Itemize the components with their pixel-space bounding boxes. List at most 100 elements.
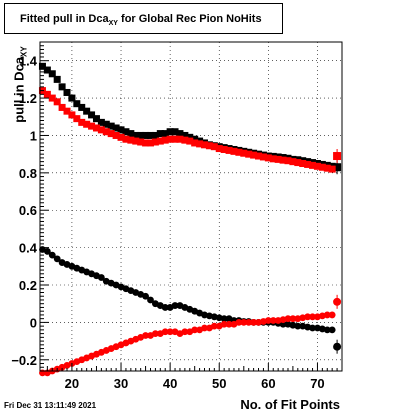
data-point [259, 153, 267, 161]
data-point [146, 139, 154, 147]
x-axis-title: No. of Fit Points [240, 397, 340, 412]
data-point [323, 311, 331, 319]
data-point [255, 152, 263, 160]
data-point [161, 130, 169, 138]
data-point [250, 318, 258, 326]
data-point [176, 135, 184, 143]
data-point [284, 315, 292, 323]
axes-ticks: 20 30 40 50 60 70 −0.2 0 0.2 0.4 0.6 0.8 1 1.2 1.4 [11, 45, 338, 391]
data-point [142, 139, 150, 147]
data-point [323, 164, 331, 172]
series-3 [39, 294, 342, 377]
data-point [73, 115, 81, 123]
data-point [215, 145, 223, 153]
y-tick-label: 0.2 [19, 278, 37, 293]
data-point [142, 292, 149, 300]
data-point [279, 156, 287, 164]
data-point [38, 62, 46, 70]
data-point [201, 324, 208, 332]
data-point [304, 160, 312, 168]
data-point [166, 135, 174, 143]
data-point [137, 131, 145, 139]
data-point [43, 90, 51, 98]
data-point [63, 88, 71, 96]
data-point [269, 317, 277, 324]
data-point [151, 330, 159, 338]
data-point [122, 128, 130, 136]
data-point [151, 138, 159, 146]
data-point [83, 120, 91, 128]
data-point [83, 107, 91, 115]
data-point [68, 111, 76, 119]
data-point [68, 94, 76, 102]
data-point [58, 103, 66, 111]
data-point [102, 120, 110, 128]
data-point [328, 311, 336, 319]
data-point [220, 145, 228, 153]
data-point [240, 318, 248, 326]
data-point [127, 130, 135, 138]
series-layer [38, 62, 342, 377]
data-point [48, 94, 56, 102]
data-point [191, 135, 199, 143]
data-point [235, 318, 243, 326]
chart-title: Fitted pull in DcaXY for Global Rec Pion… [20, 13, 262, 27]
data-point [142, 131, 150, 139]
x-tick-label: 70 [310, 376, 324, 391]
x-tick-label: 30 [114, 376, 128, 391]
data-point [43, 66, 51, 74]
grid-lines [40, 42, 342, 371]
data-point [53, 98, 61, 106]
data-point [304, 313, 312, 321]
y-tick-label: −0.2 [11, 353, 37, 368]
data-point [53, 255, 61, 263]
data-point [78, 103, 86, 111]
data-point [191, 326, 199, 334]
y-tick-label: 1.4 [19, 54, 38, 69]
data-point [318, 163, 326, 171]
x-tick-label: 60 [261, 376, 275, 391]
data-point [269, 155, 277, 163]
x-tick-label: 40 [163, 376, 177, 391]
data-point [323, 326, 331, 334]
data-point [210, 322, 218, 330]
data-point [161, 136, 169, 144]
data-point [284, 157, 292, 165]
data-point [171, 135, 179, 143]
data-point [220, 320, 228, 328]
data-point [97, 126, 105, 134]
data-point [313, 162, 321, 170]
data-point [264, 154, 272, 162]
data-point [156, 130, 164, 138]
data-point [176, 130, 184, 138]
data-point [107, 122, 115, 130]
data-point [279, 320, 287, 328]
data-point [171, 128, 179, 136]
data-point [186, 133, 194, 141]
data-point [88, 122, 96, 130]
data-point [264, 317, 272, 324]
data-point [245, 318, 253, 326]
data-point [166, 128, 174, 136]
data-point [181, 328, 189, 336]
data-point [112, 124, 120, 132]
series-2 [39, 246, 342, 354]
data-point [97, 118, 105, 126]
data-point [107, 130, 115, 138]
data-point [235, 148, 243, 156]
data-point [122, 135, 130, 143]
y-tick-label: 0 [30, 315, 37, 330]
timestamp: Fri Dec 31 13:11:49 2021 [4, 401, 97, 410]
data-point [220, 315, 228, 323]
data-point [48, 251, 56, 259]
data-point [78, 118, 86, 126]
data-point [48, 70, 56, 78]
data-point [97, 274, 105, 281]
data-point [58, 83, 66, 91]
data-point [225, 146, 233, 154]
data-point [210, 143, 218, 151]
data-point [250, 151, 258, 159]
data-point [274, 155, 282, 163]
